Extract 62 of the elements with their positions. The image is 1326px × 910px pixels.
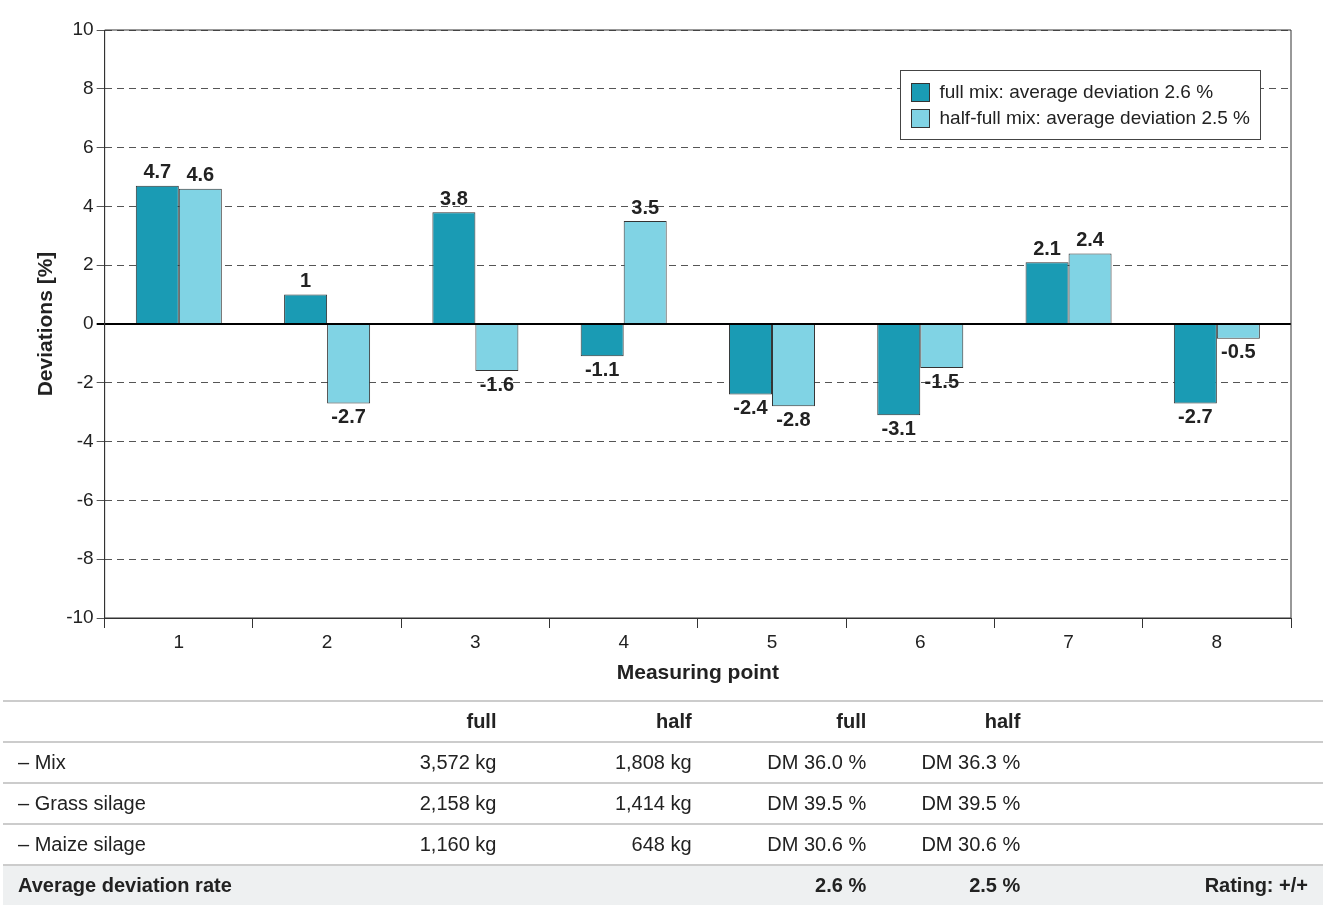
text: 648 kg <box>511 824 707 865</box>
x-tick-label: 7 <box>1063 630 1074 652</box>
y-tick-label: -8 <box>76 547 94 569</box>
text: DM 39.5 % <box>706 783 882 824</box>
text: 1,808 kg <box>511 742 707 783</box>
y-tick-label: -2 <box>76 371 94 393</box>
data-label: 3.5 <box>631 195 660 218</box>
y-tick-label: -4 <box>76 429 95 451</box>
text: DM 36.3 % <box>881 742 1036 783</box>
text: Rating: +/+ <box>1035 865 1323 905</box>
text: 2.5 % <box>881 865 1036 905</box>
data-label: -1.5 <box>924 369 960 392</box>
x-tick-label: 6 <box>914 630 926 652</box>
x-tick-label: 2 <box>321 630 333 652</box>
data-label: -2.7 <box>331 404 366 427</box>
data-label: -1.1 <box>584 357 620 380</box>
y-tick-label: 0 <box>83 312 94 334</box>
text: DM 30.6 % <box>706 824 882 865</box>
y-tick-label: -6 <box>76 488 94 510</box>
y-tick-label: 8 <box>83 77 94 99</box>
text: 2,158 kg <box>341 783 512 824</box>
text: – Maize silage <box>3 824 342 865</box>
text: half <box>511 701 707 742</box>
data-label: -2.7 <box>1178 404 1213 427</box>
legend-label: full mix: average deviation 2.6 % <box>939 81 1214 103</box>
x-tick-label: 4 <box>618 630 630 652</box>
data-label: -0.5 <box>1221 340 1256 363</box>
text: full <box>341 701 512 742</box>
data-label: -3.1 <box>881 416 916 439</box>
text: DM 36.0 % <box>706 742 882 783</box>
data-label: 4.7 <box>143 160 172 183</box>
text: – Grass silage <box>3 783 342 824</box>
y-tick-label: -10 <box>66 606 94 628</box>
text: Average deviation rate <box>3 865 342 905</box>
x-tick-label: 3 <box>470 630 481 652</box>
text: DM 30.6 % <box>881 824 1036 865</box>
x-tick-label: 8 <box>1211 630 1223 652</box>
y-tick-label: 6 <box>83 135 94 157</box>
text: DM 39.5 % <box>881 783 1036 824</box>
x-axis-title: Measuring point <box>616 660 779 684</box>
y-tick-label: 2 <box>83 253 94 275</box>
data-label: 2.1 <box>1033 236 1061 259</box>
text: half <box>881 701 1036 742</box>
text: 1,414 kg <box>511 783 707 824</box>
y-tick-label: 10 <box>72 18 94 40</box>
data-label: 3.8 <box>439 186 468 209</box>
y-tick-label: 4 <box>83 194 95 216</box>
text: 1,160 kg <box>341 824 512 865</box>
text: 2.6 % <box>706 865 882 905</box>
data-label: -1.6 <box>479 372 515 395</box>
x-tick-label: 5 <box>766 630 778 652</box>
legend-label: half-full mix: average deviation 2.5 % <box>939 107 1250 129</box>
text: – Mix <box>3 742 342 783</box>
data-label: 4.6 <box>186 163 215 186</box>
data-label: 2.4 <box>1076 227 1105 250</box>
data-label: 1 <box>300 269 312 292</box>
text: 3,572 kg <box>341 742 512 783</box>
y-axis-title: Deviations [%] <box>33 251 57 397</box>
data-label: -2.8 <box>776 407 811 430</box>
x-tick-label: 1 <box>173 630 185 652</box>
text: full <box>706 701 882 742</box>
data-label: -2.4 <box>733 396 769 419</box>
